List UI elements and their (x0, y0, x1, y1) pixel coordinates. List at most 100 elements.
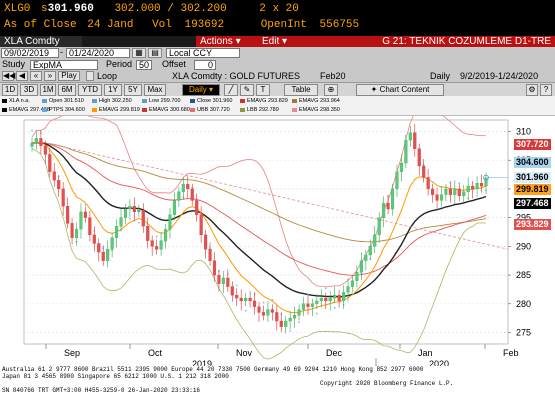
candle-body (399, 162, 403, 172)
sar-dot (262, 301, 265, 304)
trade-size: 2 x 20 (259, 3, 299, 15)
candle-body (92, 234, 96, 244)
zoom-icon[interactable]: ⊕ (324, 84, 338, 96)
period-button-ytd[interactable]: YTD (78, 84, 102, 96)
function-toolbar: XLA Comdty Actions ▾ Edit ▾ G 21: TEKNIK… (0, 36, 555, 47)
y-tick-label: 280 (516, 299, 531, 309)
chart-content-button[interactable]: ✦ Chart Content (356, 84, 444, 96)
study-legend: XLA n.a. Open 301.510 High 302.250 Low 299.… (0, 96, 555, 116)
candle-body (190, 188, 194, 201)
legend-item[interactable]: XLA n.a. (2, 98, 30, 104)
end-date-input[interactable]: 01/24/2020 (66, 48, 130, 58)
legend-item[interactable]: UBB 307.720 (190, 107, 230, 113)
candle-body (172, 200, 176, 215)
candle-body (342, 292, 346, 302)
period-button-max[interactable]: Max (144, 84, 166, 96)
legend-swatch (190, 108, 195, 112)
legend-item[interactable]: EMAVG 299.819 (92, 107, 140, 113)
study-select[interactable]: ExpMA (30, 60, 98, 70)
period-button-1y[interactable]: 1Y (104, 84, 122, 96)
play-bar: ◀◀ ◀ « » Play Loop XLA Comdty : GOLD FUT… (0, 70, 555, 82)
currency-select[interactable]: Local CCY (166, 48, 240, 58)
candle-body (373, 234, 377, 247)
candle-body (128, 206, 132, 210)
legend-swatch (42, 99, 47, 103)
table-button[interactable]: Table (284, 84, 318, 96)
legend-item[interactable]: EMAVG 298.350 (292, 107, 340, 113)
candle-body (359, 260, 363, 273)
y-tick-label: 310 (516, 126, 531, 136)
period-button-3d[interactable]: 3D (20, 84, 38, 96)
candle-body (217, 274, 221, 284)
candle-body (88, 217, 92, 236)
candle-body (377, 217, 381, 236)
legend-item[interactable]: EMAVG 297.468 (2, 107, 50, 113)
loop-checkbox[interactable] (86, 71, 94, 81)
legend-item[interactable]: Close 301.960 (190, 98, 232, 104)
candle-body (57, 180, 61, 190)
candle-body (208, 249, 212, 261)
chart-canvas[interactable]: 310305300295290285280275SepOctNovDecJanF… (0, 116, 555, 366)
sar-dot (440, 206, 443, 209)
footer-session: SN 840766 TRT GMT+3:00 H455-3259-0 26-Ja… (2, 387, 201, 394)
security-field[interactable]: XLA Comdty (0, 36, 82, 47)
ema-50-line (31, 141, 487, 298)
study-label: Study (2, 59, 26, 69)
x-tick-label: Sep (64, 348, 80, 358)
candle-body (137, 210, 141, 213)
actions-menu[interactable]: Actions ▾ (196, 36, 258, 47)
sar-dot (324, 287, 327, 290)
legend-item[interactable]: High 302.250 (92, 98, 132, 104)
candle-body (288, 318, 292, 322)
draw-tool-icon[interactable]: ✎ (240, 84, 254, 96)
candle-body (395, 171, 399, 190)
legend-item[interactable]: Low 299.700 (142, 98, 181, 104)
asof-date: 24 Jand (87, 19, 134, 31)
speed-down-icon[interactable]: « (30, 71, 42, 81)
period-button-5y[interactable]: 5Y (124, 84, 142, 96)
legend-swatch (240, 108, 245, 112)
period-button-6m[interactable]: 6M (58, 84, 76, 96)
legend-item[interactable]: Open 301.510 (42, 98, 84, 104)
legend-label: EMAVG 293.964 (299, 98, 340, 104)
candle-body (368, 246, 372, 256)
edit-menu[interactable]: Edit ▾ (258, 36, 324, 47)
line-style-icon[interactable]: ╱ (224, 84, 238, 96)
legend-swatch (92, 99, 97, 103)
sar-dot (244, 309, 247, 312)
legend-item[interactable]: EMAVG 300.680 (142, 107, 190, 113)
calendar-icon[interactable]: ▦ (132, 48, 146, 58)
period-button-1m[interactable]: 1M (40, 84, 56, 96)
candle-body (226, 277, 230, 287)
chart-content-label: Chart Content (379, 85, 430, 94)
legend-item[interactable]: EMAVG 293.964 (292, 98, 340, 104)
candle-body (422, 165, 426, 178)
start-date-input[interactable]: 09/02/2019 (1, 48, 59, 58)
offset-input[interactable]: 0 (194, 60, 216, 70)
legend-item[interactable]: EMAVG 293.829 (240, 98, 288, 104)
play-button[interactable]: Play (58, 71, 80, 81)
ema-short-line (31, 141, 487, 314)
annotate-icon[interactable]: T (256, 84, 270, 96)
candle-body (390, 188, 395, 210)
period-button-1d[interactable]: 1D (2, 84, 18, 96)
candle-body (48, 154, 52, 172)
candle-body (328, 297, 332, 302)
candle-body (204, 234, 208, 250)
candle-body (30, 142, 34, 147)
period-input[interactable]: 50 (136, 60, 152, 70)
legend-swatch (142, 99, 147, 103)
chart-settings-icon[interactable]: ⚙ (526, 84, 538, 96)
back-icon[interactable]: ◀ (16, 71, 28, 81)
frequency-select[interactable]: Daily ▾ (182, 84, 220, 96)
legend-item[interactable]: PTPS 304.600 (42, 107, 85, 113)
legend-item[interactable]: LBB 292.789 (240, 107, 279, 113)
candle-body (266, 309, 270, 316)
candle-body (293, 315, 297, 319)
speed-up-icon[interactable]: » (44, 71, 56, 81)
legend-label: EMAVG 300.680 (149, 107, 190, 113)
rewind-icon[interactable]: ◀◀ (2, 71, 16, 81)
chart-help-icon[interactable]: ? (540, 84, 552, 96)
candle-body (34, 138, 39, 144)
range-options-icon[interactable]: ▤ (148, 48, 162, 58)
